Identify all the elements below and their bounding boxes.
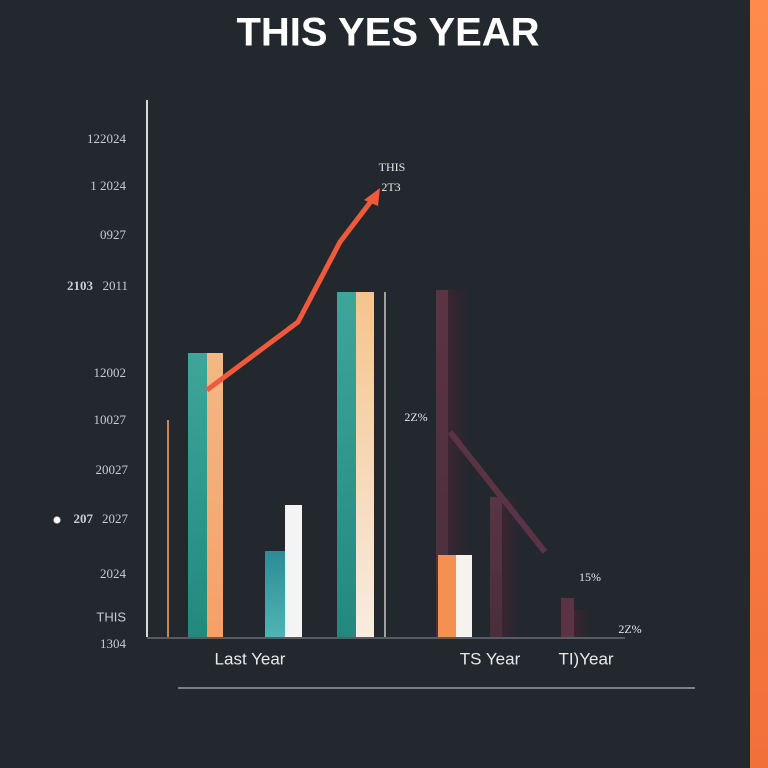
x-label: TS Year [460,649,521,668]
bullet [53,516,61,524]
annotation: 2Z% [404,410,427,424]
y-label: 10027 [94,412,127,427]
bar [285,505,302,637]
x-label: TI)Year [558,649,613,668]
annotation: 15% [579,570,601,584]
y-label: 20027 [96,462,129,477]
bar [438,555,456,637]
title: THIS YES YEAR [236,11,539,55]
y-label: 2027 [102,511,129,526]
bar [265,551,285,637]
bar [561,598,574,637]
trend-line [447,430,548,554]
y-label: 1304 [100,636,127,651]
side-strip [750,0,768,768]
y-label: THIS [96,609,126,624]
y-label: 122024 [87,131,127,146]
annotation: 2Z% [618,622,641,636]
y-label: 2103 [67,278,94,293]
annotation: 2T3 [381,180,400,194]
bar [574,610,590,637]
bar [490,497,502,637]
y-label: 207 [74,511,94,526]
bar [436,290,448,637]
bar [456,555,472,637]
trend-arrow [205,198,374,393]
y-label: 12002 [94,365,127,380]
bar [356,292,374,637]
bar [448,290,470,637]
y-label: 0927 [100,227,127,242]
y-label: 2011 [102,278,128,293]
annotation: THIS [379,160,406,174]
arrow-head [364,188,380,206]
bar [337,292,356,637]
y-label: 1 2024 [90,178,126,193]
bar [207,353,223,637]
y-label: 2024 [100,566,127,581]
bar [188,353,207,637]
bar [502,497,520,637]
x-label: Last Year [215,649,286,668]
